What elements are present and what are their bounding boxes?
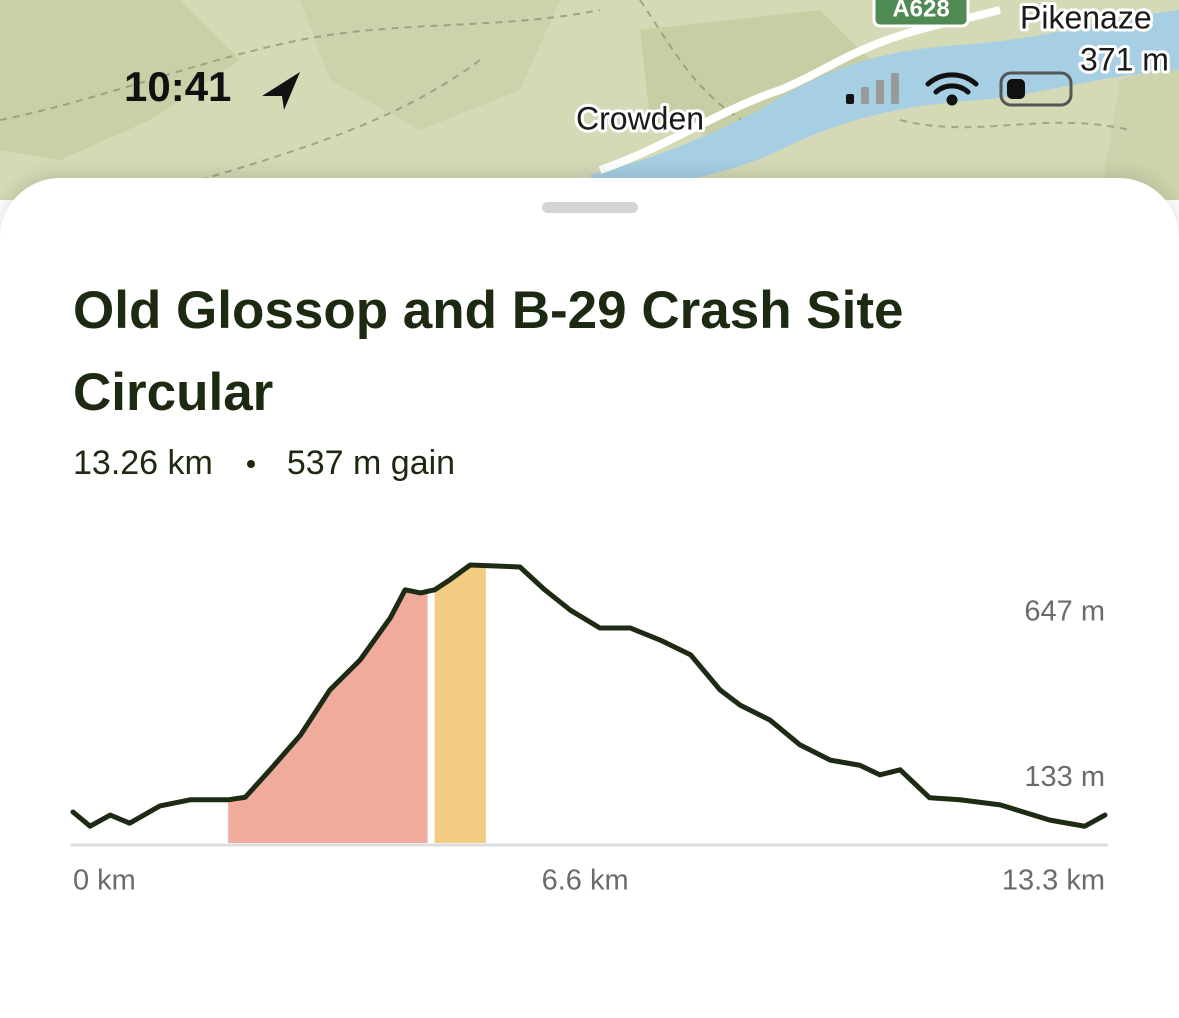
drag-handle[interactable] xyxy=(542,202,638,213)
highlight-band xyxy=(228,589,428,843)
route-distance: 13.26 km xyxy=(73,444,213,482)
place-label: Pikenaze xyxy=(1020,0,1152,35)
place-elevation: 371 m xyxy=(1080,41,1169,77)
highlight-band xyxy=(434,564,486,843)
x-tick-label: 6.6 km xyxy=(542,865,629,897)
y-tick-label: 133 m xyxy=(1024,761,1105,793)
bottom-sheet: Old Glossop and B-29 Crash Site Circular… xyxy=(0,178,1179,1018)
map: A628 Pikenaze 371 m Crowden 10:41 xyxy=(0,0,1179,200)
route-gain: 537 m gain xyxy=(286,444,456,482)
route-title: Old Glossop and B-29 Crash Site Circular xyxy=(73,281,904,422)
route-stats: 13.26 km 537 m gain xyxy=(73,444,455,483)
y-tick-label: 647 m xyxy=(1024,596,1105,628)
separator xyxy=(246,459,255,468)
x-tick-label: 0 km xyxy=(73,865,136,897)
battery-icon xyxy=(999,71,1073,107)
x-tick-label: 13.3 km xyxy=(1002,865,1105,897)
wifi-icon xyxy=(925,72,979,106)
signal-icon xyxy=(846,73,899,104)
status-time: 10:41 xyxy=(124,63,231,110)
village-label: Crowden xyxy=(576,100,704,136)
elevation-line xyxy=(70,562,1108,829)
location-icon xyxy=(262,72,300,110)
road-shield xyxy=(872,0,970,28)
road-label: A628 xyxy=(892,0,949,22)
